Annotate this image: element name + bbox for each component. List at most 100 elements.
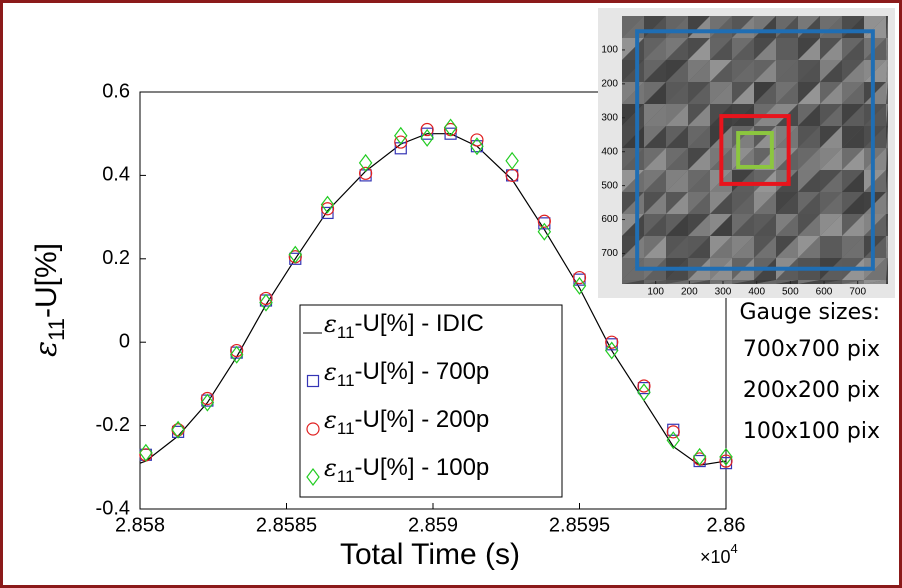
texture xyxy=(820,38,842,60)
gauge-label: 200x200 pix xyxy=(743,378,880,403)
texture xyxy=(732,60,754,82)
texture xyxy=(776,236,798,258)
y-tick-label: 0.6 xyxy=(102,80,130,102)
inset-y-tick-label: 600 xyxy=(601,214,618,225)
x-tick-label: 2.86 xyxy=(707,514,746,536)
marker xyxy=(719,454,733,468)
y-axis-label: ε11-U[%] xyxy=(29,243,69,357)
texture xyxy=(644,126,666,148)
marker xyxy=(394,126,408,145)
texture xyxy=(864,104,886,126)
texture xyxy=(820,170,842,192)
texture xyxy=(886,38,888,60)
inset-x-tick-label: 200 xyxy=(681,287,698,298)
marker xyxy=(320,202,335,216)
texture xyxy=(798,126,820,148)
texture xyxy=(754,82,776,104)
texture xyxy=(666,104,688,126)
texture xyxy=(688,170,710,192)
legend-box xyxy=(299,304,563,498)
x-multiplier-exponent: 4 xyxy=(731,541,738,556)
texture xyxy=(710,192,732,214)
marker xyxy=(421,127,434,140)
texture xyxy=(798,82,820,104)
texture xyxy=(754,214,776,236)
x-tick-label: 2.858 xyxy=(115,514,165,536)
texture xyxy=(886,16,888,38)
texture xyxy=(666,38,688,60)
marker xyxy=(605,335,619,349)
gauge-title: Gauge sizes: xyxy=(740,300,881,325)
marker xyxy=(537,214,551,228)
legend-label: ε11-U[%] - 200p xyxy=(324,406,489,439)
gauge-label: 700x700 pix xyxy=(743,337,880,362)
texture xyxy=(644,60,666,82)
marker xyxy=(321,206,334,220)
marker xyxy=(359,166,373,180)
x-multiplier-base: ×10 xyxy=(700,547,731,567)
texture xyxy=(842,280,864,284)
texture xyxy=(798,214,820,236)
x-multiplier: ×104 xyxy=(700,541,738,566)
texture xyxy=(820,82,842,104)
texture xyxy=(886,258,888,280)
texture xyxy=(754,192,776,214)
y-tick-label: -0.2 xyxy=(96,414,130,436)
texture xyxy=(732,38,754,60)
texture xyxy=(666,82,688,104)
texture xyxy=(776,38,798,60)
texture xyxy=(644,236,666,258)
texture xyxy=(842,38,864,60)
texture xyxy=(644,148,666,170)
texture xyxy=(820,280,842,284)
texture xyxy=(820,214,842,236)
texture xyxy=(666,170,688,192)
texture xyxy=(666,236,688,258)
texture xyxy=(864,280,886,284)
texture xyxy=(864,258,886,280)
texture xyxy=(776,60,798,82)
texture xyxy=(842,214,864,236)
texture xyxy=(820,60,842,82)
marker xyxy=(719,447,733,466)
texture xyxy=(842,82,864,104)
marker xyxy=(139,443,153,462)
texture xyxy=(864,236,886,258)
texture xyxy=(842,126,864,148)
texture xyxy=(842,236,864,258)
texture xyxy=(886,104,888,126)
x-tick-label: 2.859 xyxy=(408,514,458,536)
inset-y-tick-label: 700 xyxy=(601,248,618,259)
marker xyxy=(200,391,214,406)
texture xyxy=(820,236,842,258)
x-tick-label: 2.8585 xyxy=(256,514,317,536)
y-tick-label: 0 xyxy=(119,330,130,352)
texture xyxy=(820,192,842,214)
texture xyxy=(864,214,886,236)
texture xyxy=(886,148,888,170)
inset-x-tick-label: 600 xyxy=(816,287,833,298)
legend-label: ε11-U[%] - 100p xyxy=(324,454,489,487)
texture xyxy=(776,192,798,214)
texture xyxy=(798,236,820,258)
gauge-label: 100x100 pix xyxy=(743,419,880,444)
legend-marker xyxy=(306,422,320,436)
texture xyxy=(842,104,864,126)
marker xyxy=(259,291,273,306)
inset-y-tick-label: 300 xyxy=(601,112,618,123)
texture xyxy=(864,60,886,82)
texture xyxy=(666,214,688,236)
inset-y-tick-label: 100 xyxy=(601,45,618,56)
texture xyxy=(864,148,886,170)
texture xyxy=(666,60,688,82)
marker xyxy=(470,133,484,147)
texture xyxy=(666,192,688,214)
texture xyxy=(798,38,820,60)
texture xyxy=(886,60,888,82)
y-tick-label: 0.2 xyxy=(102,247,130,269)
texture xyxy=(864,170,886,192)
texture xyxy=(886,126,888,148)
inset-x-tick-label: 100 xyxy=(647,287,664,298)
texture xyxy=(644,192,666,214)
